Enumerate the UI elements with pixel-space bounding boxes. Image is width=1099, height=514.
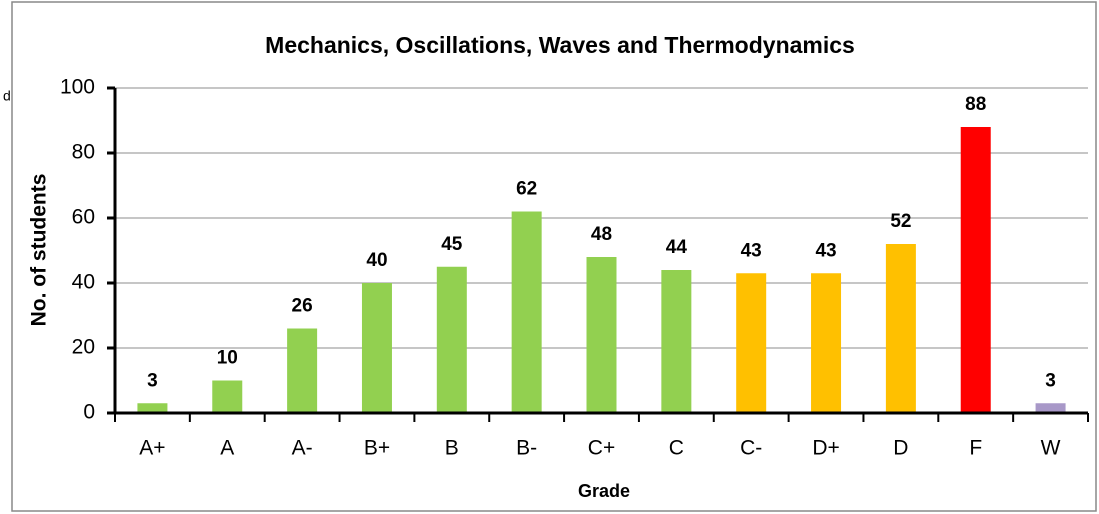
x-tick-label: C+ — [588, 437, 615, 460]
bar — [137, 403, 168, 413]
x-tick-label: B- — [516, 437, 537, 460]
x-tick-label: C — [669, 437, 684, 460]
x-tick-label: A- — [292, 437, 313, 460]
y-tick-label: 20 — [72, 336, 95, 359]
bar — [811, 273, 842, 413]
chart-title: Mechanics, Oscillations, Waves and Therm… — [265, 32, 855, 58]
y-tick-label: 80 — [72, 141, 95, 164]
data-label: 88 — [965, 94, 986, 115]
y-tick-label: 40 — [72, 271, 95, 294]
data-label: 45 — [441, 234, 463, 255]
y-tick-label: 60 — [72, 206, 95, 229]
data-label: 40 — [366, 250, 387, 271]
data-label: 26 — [292, 296, 313, 317]
data-label: 48 — [591, 224, 612, 245]
bar — [885, 244, 916, 413]
data-label: 43 — [741, 240, 762, 261]
bar — [1035, 403, 1066, 413]
x-tick-label: D — [893, 437, 908, 460]
y-tick-label: 0 — [83, 401, 95, 424]
data-label: 43 — [815, 240, 836, 261]
x-tick-label: A — [220, 437, 234, 460]
cropped-text: d — [3, 88, 11, 104]
bar — [436, 266, 467, 413]
x-tick-label: D+ — [812, 437, 839, 460]
y-tick-label: 100 — [60, 76, 95, 99]
x-axis-title: Grade — [578, 481, 630, 501]
data-label: 3 — [147, 370, 158, 391]
bar — [287, 328, 318, 413]
bar — [586, 257, 617, 413]
x-tick-label: W — [1041, 437, 1061, 460]
y-axis-title: No. of students — [28, 174, 51, 327]
bar — [361, 283, 392, 413]
data-label: 3 — [1045, 370, 1056, 391]
bar — [212, 380, 243, 413]
bar — [661, 270, 692, 413]
x-tick-label: B — [445, 437, 459, 460]
x-tick-label: A+ — [139, 437, 165, 460]
chart-frame — [11, 1, 1097, 512]
x-tick-label: C- — [740, 437, 762, 460]
bar — [960, 127, 991, 413]
bar — [511, 211, 542, 413]
bar — [736, 273, 767, 413]
data-label: 44 — [666, 237, 688, 258]
x-tick-label: F — [969, 437, 982, 460]
x-tick-label: B+ — [364, 437, 390, 460]
data-label: 52 — [890, 211, 911, 232]
data-label: 10 — [217, 348, 238, 369]
data-label: 62 — [516, 179, 537, 200]
